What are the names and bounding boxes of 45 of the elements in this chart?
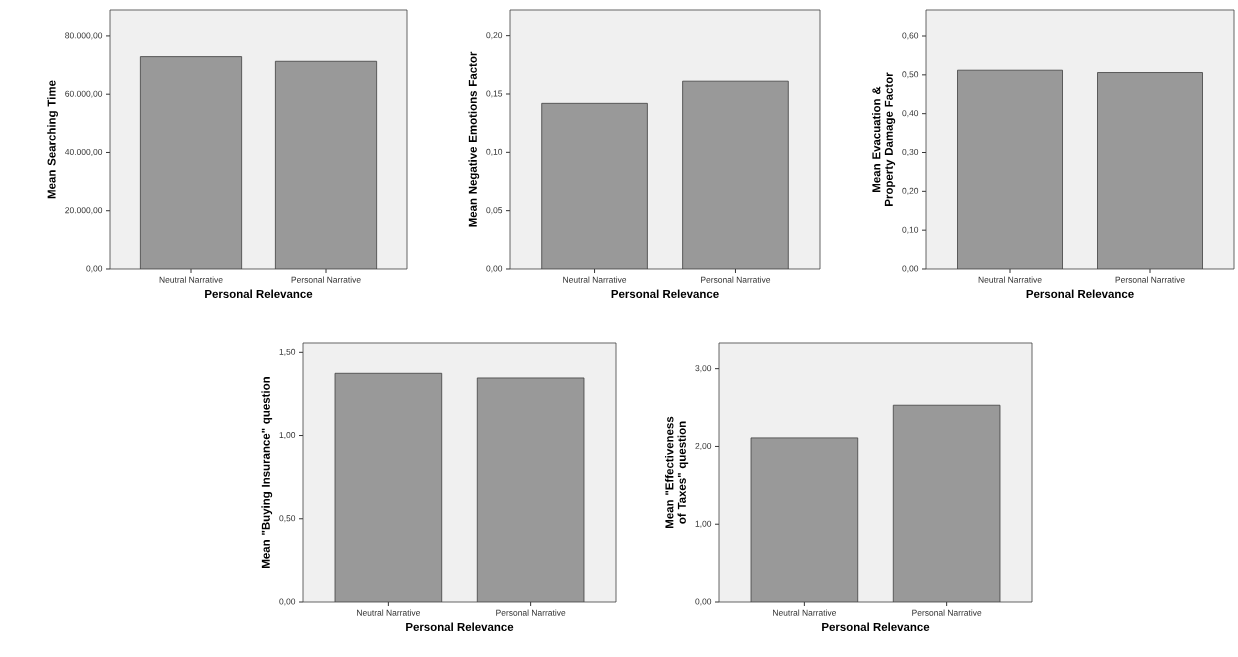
y-axis-title: Mean Negative Emotions Factor — [468, 51, 480, 227]
y-tick-label: 3,00 — [695, 365, 712, 373]
x-tick-label: Personal Narrative — [912, 609, 982, 616]
x-tick-label: Personal Narrative — [1115, 276, 1185, 283]
y-tick-label: 0,00 — [486, 265, 503, 273]
y-tick-label: 0,60 — [902, 32, 919, 40]
y-tick-label: 0,50 — [279, 515, 296, 523]
y-axis-title: Mean Searching Time — [47, 80, 58, 199]
y-tick-label: 0,10 — [902, 226, 919, 234]
y-tick-label: 0,10 — [486, 148, 503, 156]
y-tick-label: 0,00 — [902, 265, 919, 273]
x-tick-label: Neutral Narrative — [357, 609, 420, 616]
y-tick-label: 0,20 — [486, 32, 503, 40]
x-axis-title: Personal Relevance — [1026, 289, 1134, 298]
y-tick-label: 2,00 — [695, 442, 712, 450]
y-tick-label: 0,00 — [695, 598, 712, 606]
y-tick-label: 1,00 — [695, 520, 712, 528]
y-tick-label: 0,20 — [902, 187, 919, 195]
x-tick-label: Personal Narrative — [291, 276, 361, 283]
y-tick-label: 1,50 — [279, 348, 296, 356]
x-tick-label: Neutral Narrative — [563, 276, 627, 283]
y-tick-label: 40.000,00 — [64, 148, 103, 156]
y-tick-label: 0,15 — [486, 90, 503, 98]
x-tick-label: Neutral Narrative — [773, 609, 836, 616]
y-tick-label: 0,00 — [86, 265, 103, 273]
x-axis-title: Personal Relevance — [822, 622, 930, 631]
y-tick-label: 60.000,00 — [65, 90, 103, 98]
y-tick-label: 0,50 — [902, 71, 919, 79]
y-tick-label: 1,00 — [279, 432, 296, 440]
x-axis-title: Personal Relevance — [611, 289, 719, 298]
y-axis-title: Mean "Effectiveness of Taxes" question — [665, 416, 689, 528]
x-tick-label: Neutral Narrative — [978, 276, 1042, 283]
y-tick-label: 0,30 — [902, 149, 919, 156]
x-tick-label: Personal Narrative — [701, 276, 771, 283]
x-tick-label: Neutral Narrative — [159, 276, 223, 283]
x-axis-title: Personal Relevance — [406, 622, 514, 631]
y-tick-label: 0,05 — [486, 207, 503, 215]
x-tick-label: Personal Narrative — [496, 609, 566, 616]
y-tick-label: 20.000,00 — [65, 207, 103, 215]
y-tick-label: 80.000,00 — [65, 32, 103, 40]
y-tick-label: 0,40 — [902, 110, 919, 118]
y-axis-title: Mean Evacuation & Property Damage Factor — [871, 72, 896, 206]
x-axis-title: Personal Relevance — [205, 289, 313, 298]
y-tick-label: 0,00 — [279, 598, 296, 606]
y-axis-title: Mean "Buying Insurance" question — [261, 377, 273, 568]
